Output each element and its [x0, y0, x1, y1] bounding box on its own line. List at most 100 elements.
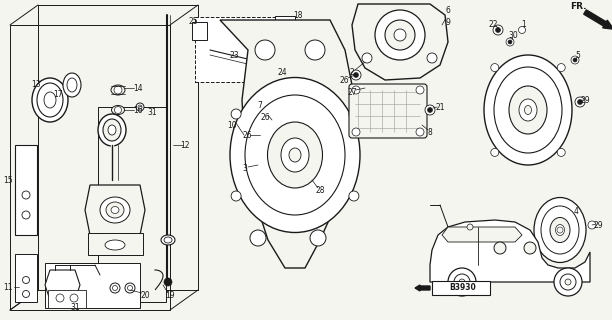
Circle shape	[467, 224, 473, 230]
Circle shape	[385, 20, 415, 50]
Text: 24: 24	[277, 68, 287, 76]
Ellipse shape	[541, 206, 579, 254]
Polygon shape	[85, 185, 145, 235]
Circle shape	[70, 294, 78, 302]
Text: 23: 23	[229, 51, 239, 60]
Ellipse shape	[164, 237, 172, 243]
Circle shape	[113, 285, 118, 291]
Circle shape	[493, 25, 503, 35]
Text: 9: 9	[446, 18, 450, 27]
Ellipse shape	[161, 235, 175, 245]
Circle shape	[23, 291, 29, 298]
Ellipse shape	[108, 125, 116, 135]
Ellipse shape	[484, 55, 572, 165]
Text: 27: 27	[347, 87, 357, 97]
Text: FR.: FR.	[570, 2, 586, 11]
Ellipse shape	[281, 138, 309, 172]
Text: 4: 4	[573, 207, 578, 217]
Circle shape	[428, 108, 433, 113]
Bar	[432, 281, 490, 295]
Circle shape	[125, 283, 135, 293]
Ellipse shape	[267, 122, 323, 188]
Circle shape	[565, 279, 571, 285]
Text: 26: 26	[260, 113, 270, 122]
Circle shape	[573, 58, 577, 62]
Text: 3: 3	[242, 164, 247, 172]
Ellipse shape	[550, 218, 570, 243]
Circle shape	[427, 53, 437, 63]
Text: 29: 29	[593, 220, 603, 229]
Text: 30: 30	[508, 30, 518, 39]
Bar	[48, 290, 86, 308]
Ellipse shape	[289, 148, 301, 162]
Text: 26: 26	[242, 131, 252, 140]
Text: 20: 20	[140, 291, 150, 300]
Text: 13: 13	[31, 79, 41, 89]
Ellipse shape	[519, 99, 537, 121]
Text: 15: 15	[3, 175, 13, 185]
Text: 29: 29	[580, 95, 590, 105]
Circle shape	[558, 64, 565, 72]
Circle shape	[506, 38, 514, 46]
Ellipse shape	[111, 85, 125, 95]
Circle shape	[114, 86, 122, 94]
Text: 1: 1	[521, 20, 526, 28]
Circle shape	[136, 103, 144, 111]
Polygon shape	[430, 220, 590, 282]
Circle shape	[257, 55, 273, 71]
Circle shape	[127, 285, 133, 291]
Ellipse shape	[37, 83, 63, 117]
Circle shape	[349, 191, 359, 201]
Circle shape	[494, 242, 506, 254]
Circle shape	[114, 107, 122, 114]
Circle shape	[231, 109, 241, 119]
Ellipse shape	[105, 240, 125, 250]
Circle shape	[575, 97, 585, 107]
Ellipse shape	[509, 86, 547, 134]
Circle shape	[558, 148, 565, 156]
Circle shape	[571, 56, 579, 64]
Circle shape	[349, 109, 359, 119]
Bar	[88, 233, 143, 255]
Text: 26: 26	[339, 76, 349, 84]
Circle shape	[360, 85, 370, 95]
Circle shape	[310, 230, 326, 246]
Circle shape	[557, 227, 563, 233]
Polygon shape	[352, 4, 448, 80]
Circle shape	[56, 294, 64, 302]
Circle shape	[416, 86, 424, 94]
Bar	[192, 22, 207, 40]
Ellipse shape	[106, 202, 124, 218]
Ellipse shape	[534, 197, 586, 262]
Circle shape	[22, 211, 30, 219]
Circle shape	[352, 86, 360, 94]
Circle shape	[352, 128, 360, 136]
Ellipse shape	[63, 73, 81, 97]
Bar	[15, 254, 37, 302]
Circle shape	[261, 59, 269, 67]
Ellipse shape	[103, 119, 121, 141]
Circle shape	[268, 70, 278, 80]
Text: 14: 14	[133, 84, 143, 92]
Circle shape	[255, 40, 275, 60]
Text: 21: 21	[435, 102, 445, 111]
Text: 25: 25	[188, 17, 198, 26]
Text: 2: 2	[349, 68, 354, 76]
Ellipse shape	[266, 67, 280, 83]
Text: 22: 22	[488, 20, 498, 28]
Text: B3930: B3930	[450, 284, 476, 292]
Polygon shape	[10, 25, 170, 310]
Text: 6: 6	[446, 5, 450, 14]
Circle shape	[448, 268, 476, 296]
Circle shape	[496, 28, 501, 33]
Text: 5: 5	[575, 51, 580, 60]
Circle shape	[416, 128, 424, 136]
Circle shape	[250, 230, 266, 246]
Ellipse shape	[245, 95, 345, 215]
Polygon shape	[45, 270, 80, 300]
Circle shape	[362, 87, 367, 92]
Circle shape	[454, 274, 470, 290]
Text: 18: 18	[293, 11, 303, 20]
Circle shape	[375, 10, 425, 60]
Circle shape	[362, 53, 372, 63]
